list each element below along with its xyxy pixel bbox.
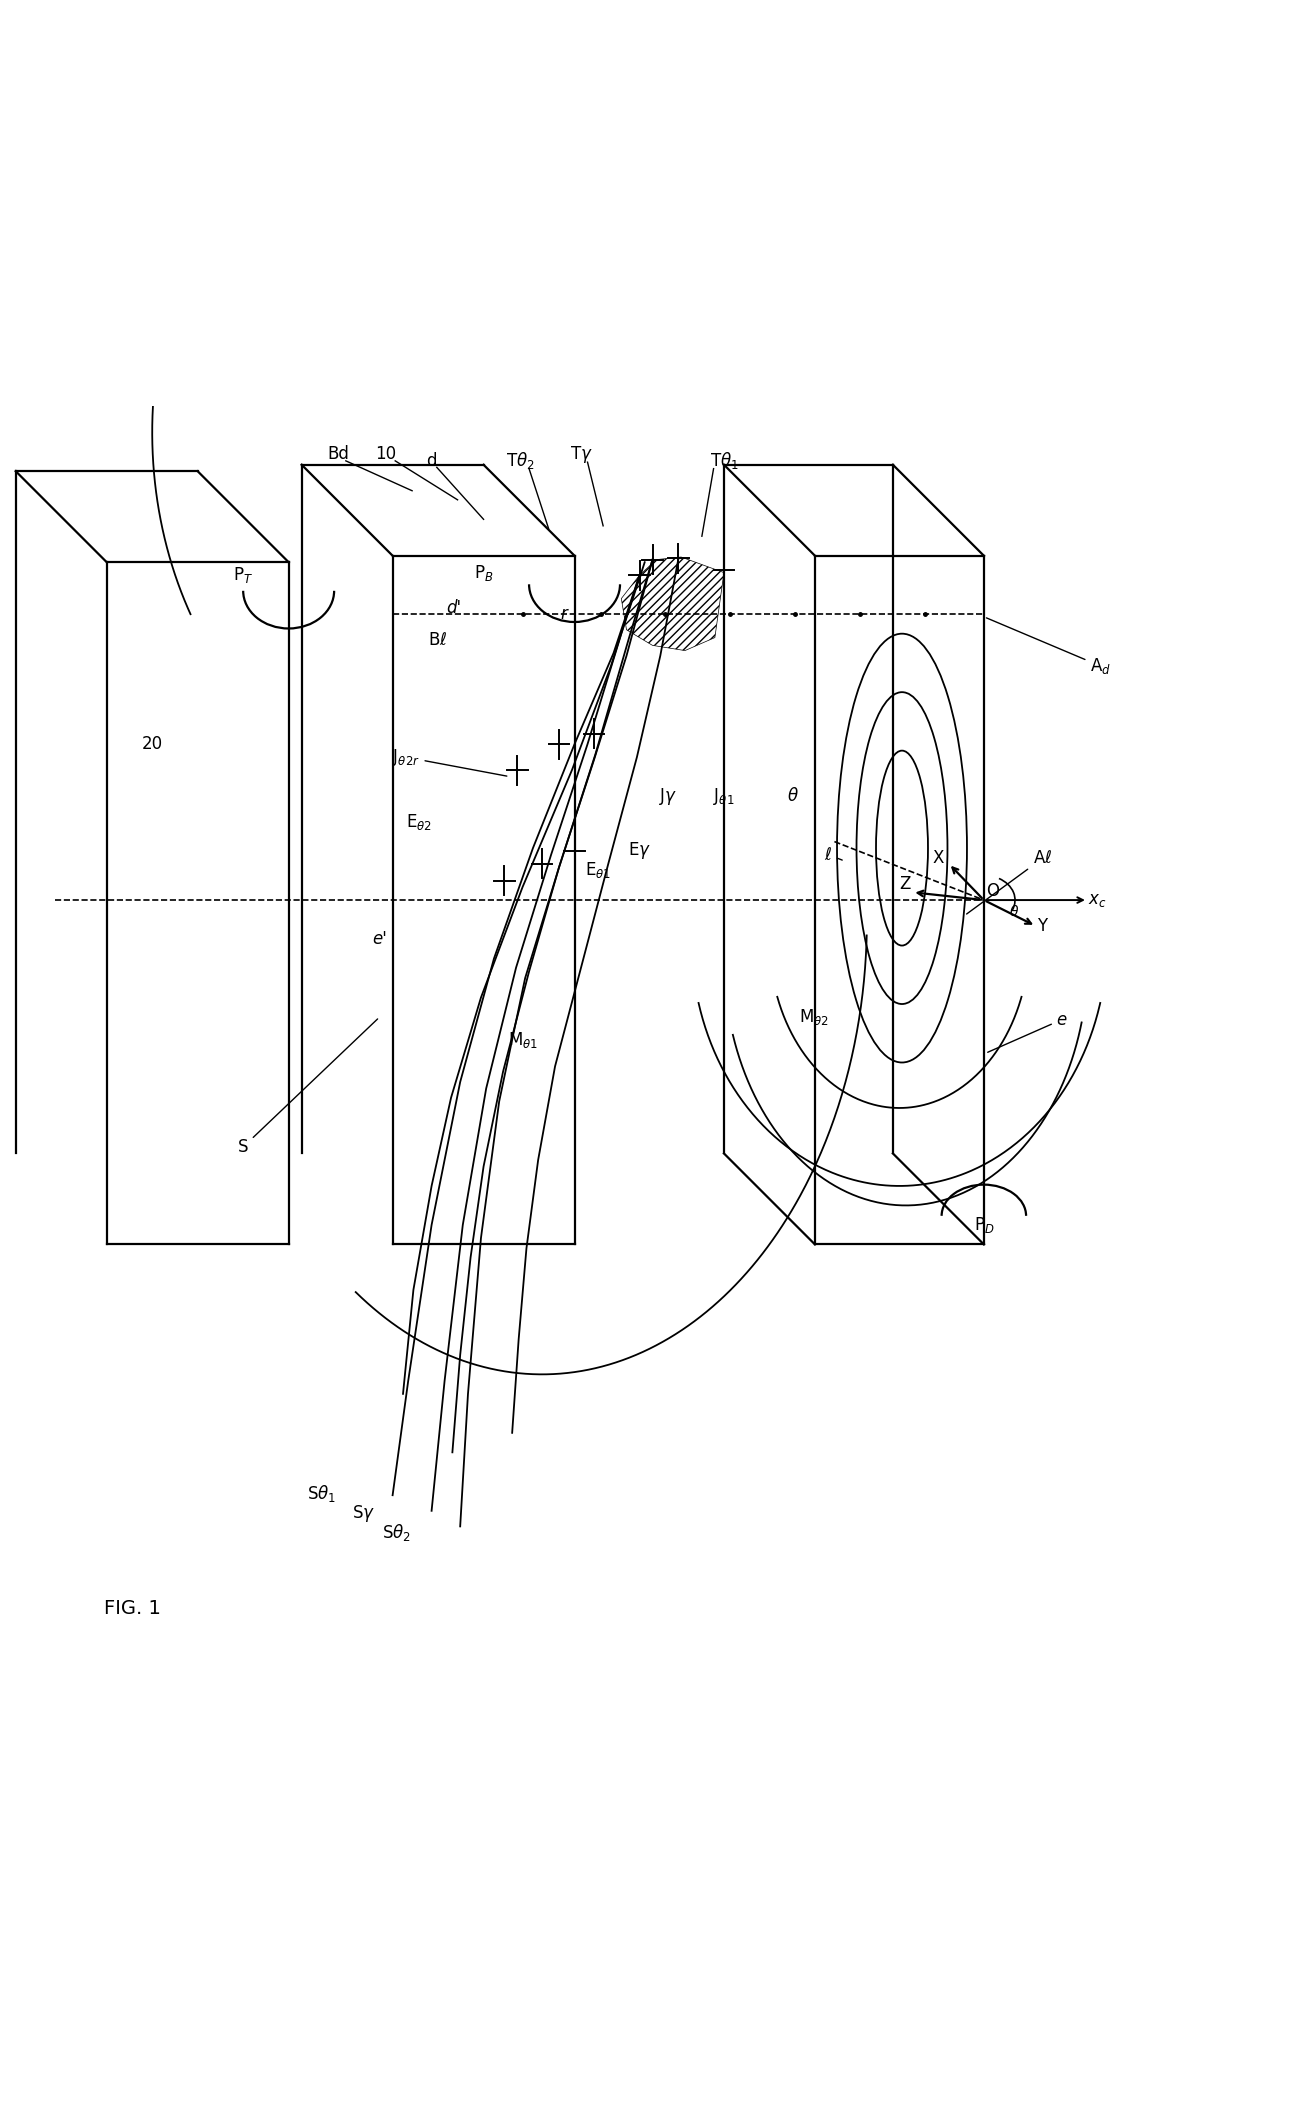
Text: d: d: [427, 452, 437, 469]
Text: FIG. 1: FIG. 1: [104, 1599, 161, 1618]
Text: P$_T$: P$_T$: [234, 566, 253, 585]
Text: 10: 10: [376, 446, 397, 463]
Text: S: S: [238, 1018, 377, 1155]
Text: P$_D$: P$_D$: [974, 1214, 994, 1236]
Text: T$\theta_2$: T$\theta_2$: [505, 450, 534, 471]
Text: J$_{\theta1}$: J$_{\theta1}$: [714, 786, 735, 807]
Text: $x_c$: $x_c$: [1087, 891, 1107, 908]
Text: 20: 20: [142, 735, 163, 754]
Text: $\theta$: $\theta$: [1009, 904, 1019, 919]
Text: E$_{\theta1}$: E$_{\theta1}$: [585, 860, 611, 881]
Text: e: e: [988, 1012, 1067, 1052]
Text: S$\theta_2$: S$\theta_2$: [382, 1523, 411, 1544]
Text: J$_{\theta2r}$: J$_{\theta2r}$: [392, 748, 506, 775]
Text: r: r: [561, 606, 568, 623]
Text: A$_d$: A$_d$: [987, 619, 1112, 676]
Text: e': e': [372, 929, 388, 948]
Text: J$\gamma$: J$\gamma$: [659, 786, 677, 807]
Text: B$\ell$: B$\ell$: [428, 631, 448, 648]
Text: E$\gamma$: E$\gamma$: [628, 841, 651, 862]
Text: M$_{\theta2}$: M$_{\theta2}$: [799, 1007, 829, 1026]
Text: $\theta$: $\theta$: [787, 788, 799, 805]
Text: M$_{\theta1}$: M$_{\theta1}$: [508, 1031, 538, 1050]
Text: Y: Y: [1037, 917, 1048, 936]
Text: $\ell$: $\ell$: [823, 845, 842, 864]
Text: Z: Z: [899, 876, 911, 893]
Text: P$_B$: P$_B$: [474, 562, 493, 583]
Text: O: O: [987, 883, 1000, 900]
Text: X: X: [933, 849, 944, 868]
Text: E$_{\theta2}$: E$_{\theta2}$: [406, 813, 432, 832]
Text: Bd: Bd: [328, 446, 348, 463]
Text: T$\theta_1$: T$\theta_1$: [710, 450, 739, 471]
Text: d': d': [446, 598, 461, 617]
Text: S$\theta_1$: S$\theta_1$: [307, 1483, 335, 1504]
Text: A$\ell$: A$\ell$: [967, 849, 1052, 914]
Text: S$\gamma$: S$\gamma$: [352, 1504, 376, 1525]
Text: T$\gamma$: T$\gamma$: [570, 444, 592, 465]
